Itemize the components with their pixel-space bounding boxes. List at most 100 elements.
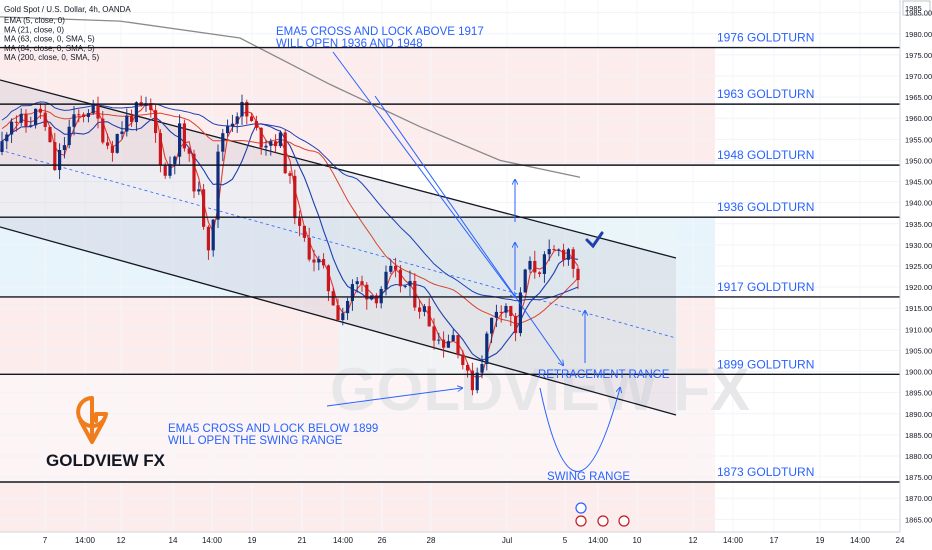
goldturn-level-label: 1873 GOLDTURN — [717, 465, 814, 479]
price-tick-label: 1925.000 — [905, 262, 932, 271]
price-axis-bg — [900, 0, 932, 532]
time-tick-label: 14:00 — [75, 536, 96, 545]
candle-bull — [384, 271, 388, 289]
candle-bull — [350, 284, 354, 301]
candle-bear — [101, 118, 105, 143]
economic-event-icon[interactable] — [575, 502, 587, 514]
candle-bull — [341, 313, 345, 320]
candle-bear — [130, 115, 134, 123]
price-tick-label: 1920.000 — [905, 283, 932, 292]
supply-zone — [0, 47, 715, 166]
price-tick-label: 1980.000 — [905, 30, 932, 39]
candle-bear — [432, 326, 436, 341]
candle-bear — [360, 281, 364, 285]
grid-layer — [0, 12, 900, 520]
price-tick-label: 1885.000 — [905, 431, 932, 440]
arrows-layer — [326, 51, 620, 472]
indicator-label: MA (63, close, 0, SMA, 5) — [4, 35, 95, 44]
candle-bull — [0, 141, 4, 152]
candle-bear — [427, 306, 431, 327]
time-tick-label: 5 — [563, 536, 568, 545]
annotation-upper: EMA5 CROSS AND LOCK ABOVE 1917 WILL OPEN … — [276, 26, 484, 50]
candle-bull — [485, 333, 489, 365]
candle-bull — [91, 104, 95, 114]
candle-bear — [82, 114, 86, 117]
price-tick-label: 1915.000 — [905, 304, 932, 313]
time-tick-label: 14:00 — [202, 536, 223, 545]
candle-bear — [312, 259, 316, 263]
candle-bear — [43, 112, 47, 128]
goldturn-level-label: 1936 GOLDTURN — [717, 200, 814, 214]
candle-bull — [480, 364, 484, 373]
price-tick-label: 1965.000 — [905, 93, 932, 102]
arrow-upper-1 — [332, 51, 515, 297]
event-icons[interactable] — [575, 502, 630, 527]
candle-bull — [475, 372, 479, 391]
candle-bear — [106, 142, 110, 146]
candle-bear — [293, 175, 297, 219]
price-tick-label: 1875.000 — [905, 473, 932, 482]
price-axis-scroll[interactable] — [902, 0, 931, 16]
candle-bear — [250, 116, 254, 121]
candle-bull — [504, 305, 508, 313]
candle-bear — [514, 315, 518, 334]
candle-bull — [211, 219, 215, 251]
indicator-label: MA (84, close, 0, SMA, 5) — [4, 44, 95, 53]
economic-event-icon[interactable] — [575, 515, 587, 527]
candle-bull — [86, 113, 90, 117]
candle-bull — [518, 292, 522, 334]
price-tick-label: 1895.000 — [905, 389, 932, 398]
candle-bear — [283, 132, 287, 174]
candle-bull — [226, 126, 230, 134]
price-tick-label: 1985.000 — [905, 9, 932, 18]
candle-bear — [466, 365, 470, 371]
candle-bear — [398, 269, 402, 287]
candle-bear — [322, 259, 326, 266]
ma200-line — [0, 16, 581, 178]
price-axis[interactable]: 1865.000 1870.000 1875.000 1880.000 1885.000… — [905, 4, 932, 524]
candle-bull — [389, 265, 393, 272]
goldview-logo: GOLDVIEW FX — [46, 396, 166, 470]
candle-bear — [374, 295, 378, 304]
time-axis[interactable]: 7 14:00 12 14 14:00 19 21 14:00 26 28 Jul 5 14:00 10 1… — [43, 536, 905, 545]
candle-bull — [278, 132, 282, 147]
candle-bull — [178, 123, 182, 157]
price-tick-label: 1890.000 — [905, 410, 932, 419]
candle-bull — [34, 108, 38, 126]
retracement-label: RETRACEMENT RANGE — [538, 369, 670, 381]
candle-bear — [576, 268, 580, 280]
channel-fill — [0, 80, 676, 415]
candle-bull — [168, 164, 172, 176]
economic-event-icon[interactable] — [618, 515, 630, 527]
candle-bear — [302, 225, 306, 238]
candle-bear — [418, 307, 422, 312]
time-tick-label: 14 — [169, 536, 178, 545]
candle-bull — [346, 300, 350, 314]
indicator-legend: EMA (5, close, 0)MA (21, close, 0)MA (63… — [4, 16, 99, 62]
candle-bull — [221, 133, 225, 152]
time-tick-label: 19 — [248, 536, 257, 545]
candle-bull — [115, 133, 119, 153]
candle-bear — [288, 173, 292, 176]
candle-bull — [422, 306, 426, 312]
time-tick-label: 21 — [298, 536, 307, 545]
price-tick-label: 1910.000 — [905, 325, 932, 334]
candle-bear — [331, 291, 335, 306]
price-tick-label: 1960.000 — [905, 114, 932, 123]
candle-bear — [48, 127, 52, 143]
candle-bear — [110, 145, 114, 153]
candle-bull — [19, 113, 23, 123]
goldturn-level-label: 1976 GOLDTURN — [717, 31, 814, 45]
time-tick-label: 14:00 — [588, 536, 609, 545]
chart-title: Gold Spot / U.S. Dollar, 4h, OANDA — [4, 5, 131, 14]
candle-bull — [120, 131, 124, 134]
checkmark-icon — [585, 231, 604, 249]
time-tick-label: 14:00 — [850, 536, 871, 545]
candle-bull — [230, 123, 234, 127]
time-tick-label: 12 — [689, 536, 698, 545]
economic-event-icon[interactable] — [597, 515, 609, 527]
candle-bear — [24, 113, 28, 127]
candle-bull — [446, 341, 450, 348]
candle-bull — [403, 285, 407, 287]
